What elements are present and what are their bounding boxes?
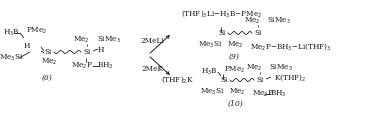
Text: Si: Si xyxy=(218,29,226,37)
Text: BH$_3$: BH$_3$ xyxy=(270,89,286,99)
Text: (9): (9) xyxy=(229,53,239,61)
Text: BH$_3$: BH$_3$ xyxy=(97,61,113,71)
Text: H$_3$B: H$_3$B xyxy=(201,67,218,77)
Text: (10): (10) xyxy=(228,100,244,108)
Text: Me$_2$: Me$_2$ xyxy=(246,63,262,73)
Text: SiMe$_3$: SiMe$_3$ xyxy=(269,63,293,73)
Text: PMe$_2$: PMe$_2$ xyxy=(224,65,245,75)
Text: Si: Si xyxy=(220,76,228,84)
Text: 2MeLi: 2MeLi xyxy=(140,37,164,45)
Text: H$_3$B: H$_3$B xyxy=(3,28,20,38)
Text: 2MeK: 2MeK xyxy=(141,65,163,73)
Text: (THF)$_2$K: (THF)$_2$K xyxy=(161,75,194,85)
Text: Me$_2$P: Me$_2$P xyxy=(252,89,274,99)
Text: Me$_2$: Me$_2$ xyxy=(244,16,260,26)
Text: Me$_2$: Me$_2$ xyxy=(41,57,57,67)
Text: Me$_3$Si: Me$_3$Si xyxy=(0,53,23,63)
Text: Me$_3$Si: Me$_3$Si xyxy=(198,40,222,50)
Text: Me$_2$P: Me$_2$P xyxy=(71,61,93,71)
Text: Si: Si xyxy=(44,48,52,56)
Text: Me$_2$: Me$_2$ xyxy=(229,87,245,97)
Text: H: H xyxy=(24,42,30,50)
Text: Me$_3$Si: Me$_3$Si xyxy=(200,87,224,97)
Text: Me$_2$: Me$_2$ xyxy=(227,40,243,50)
Text: SiMe$_3$: SiMe$_3$ xyxy=(97,35,121,45)
Text: Me$_2$P$-$BH$_3$$-$Li(THF)$_3$: Me$_2$P$-$BH$_3$$-$Li(THF)$_3$ xyxy=(250,42,331,52)
Text: (6): (6) xyxy=(42,74,53,82)
Text: PMe$_2$: PMe$_2$ xyxy=(26,26,47,36)
Text: Si: Si xyxy=(254,29,262,37)
Text: (THF)$_3$Li$-$H$_3$B$-$PMe$_2$: (THF)$_3$Li$-$H$_3$B$-$PMe$_2$ xyxy=(181,9,262,19)
Text: Si: Si xyxy=(84,48,91,56)
Text: H: H xyxy=(98,46,104,54)
Text: Me$_2$: Me$_2$ xyxy=(73,35,89,45)
Text: K(THF)$_2$: K(THF)$_2$ xyxy=(274,73,306,83)
Text: Si: Si xyxy=(256,76,263,84)
Text: SiMe$_3$: SiMe$_3$ xyxy=(267,16,291,26)
